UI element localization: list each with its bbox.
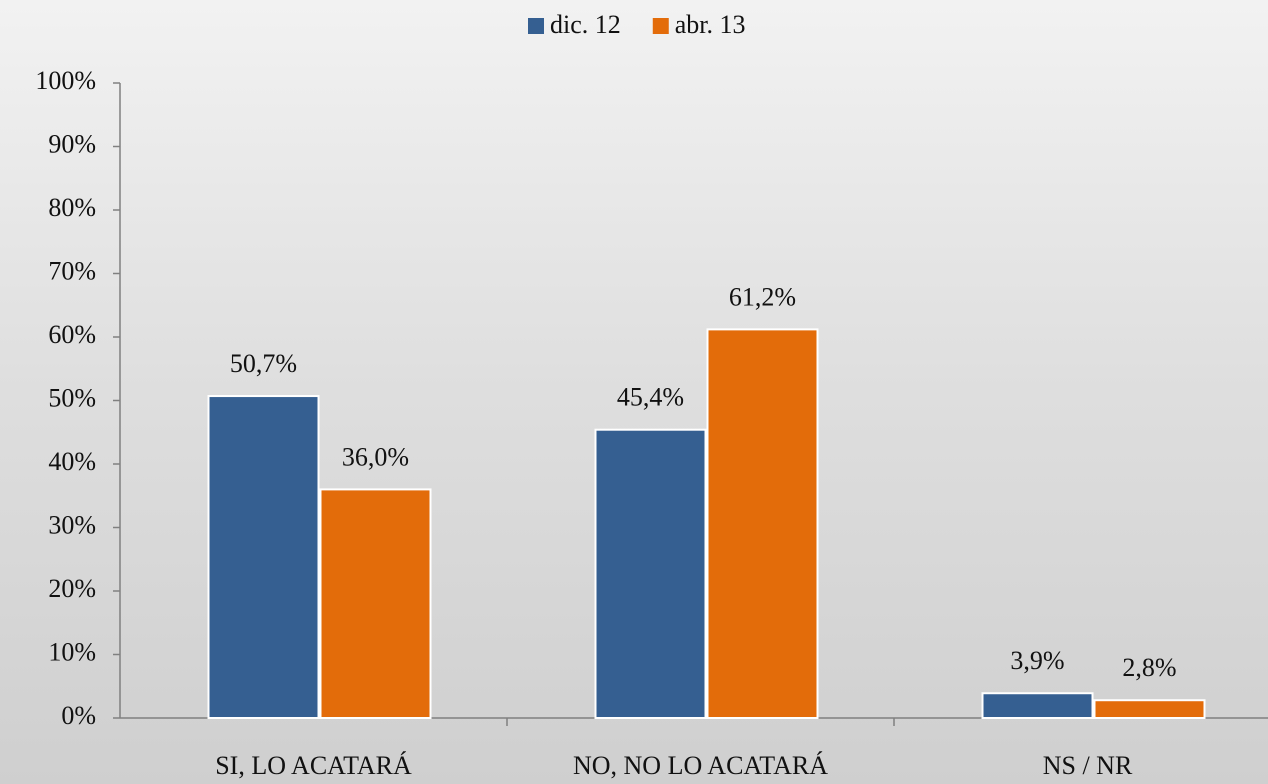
bar <box>596 430 706 718</box>
value-label: 2,8% <box>1122 653 1176 682</box>
bar <box>708 329 818 718</box>
x-tick-label: SI, LO ACATARÁ <box>215 751 412 780</box>
y-tick-label: 100% <box>35 66 96 95</box>
legend-swatch <box>653 18 669 34</box>
bar <box>321 489 431 718</box>
y-tick-label: 40% <box>48 447 96 476</box>
value-label: 3,9% <box>1010 646 1064 675</box>
y-tick-label: 70% <box>48 256 96 285</box>
legend-swatch <box>528 18 544 34</box>
value-label: 45,4% <box>617 383 684 412</box>
y-tick-label: 80% <box>48 193 96 222</box>
legend-label: dic. 12 <box>550 10 621 39</box>
value-label: 50,7% <box>230 349 297 378</box>
bar <box>983 693 1093 718</box>
y-tick-label: 10% <box>48 637 96 666</box>
y-tick-label: 0% <box>61 701 96 730</box>
y-tick-label: 20% <box>48 574 96 603</box>
y-tick-label: 30% <box>48 510 96 539</box>
chart: 0% 10% 20% 30% 40% 50% 60% 70% 80% 90% 100% SI, LO … <box>0 0 1268 784</box>
x-tick-label: NO, NO LO ACATARÁ <box>573 751 828 780</box>
y-tick-label: 90% <box>48 129 96 158</box>
value-label: 36,0% <box>342 442 409 471</box>
bar <box>209 396 319 718</box>
page: {"chart_data": {"type": "bar", "categori… <box>0 0 1268 784</box>
value-label: 61,2% <box>729 282 796 311</box>
x-tick-label: NS / NR <box>1043 751 1133 780</box>
bar <box>1095 700 1205 718</box>
y-tick-label: 60% <box>48 320 96 349</box>
y-tick-label: 50% <box>48 383 96 412</box>
legend-label: abr. 13 <box>675 10 746 39</box>
